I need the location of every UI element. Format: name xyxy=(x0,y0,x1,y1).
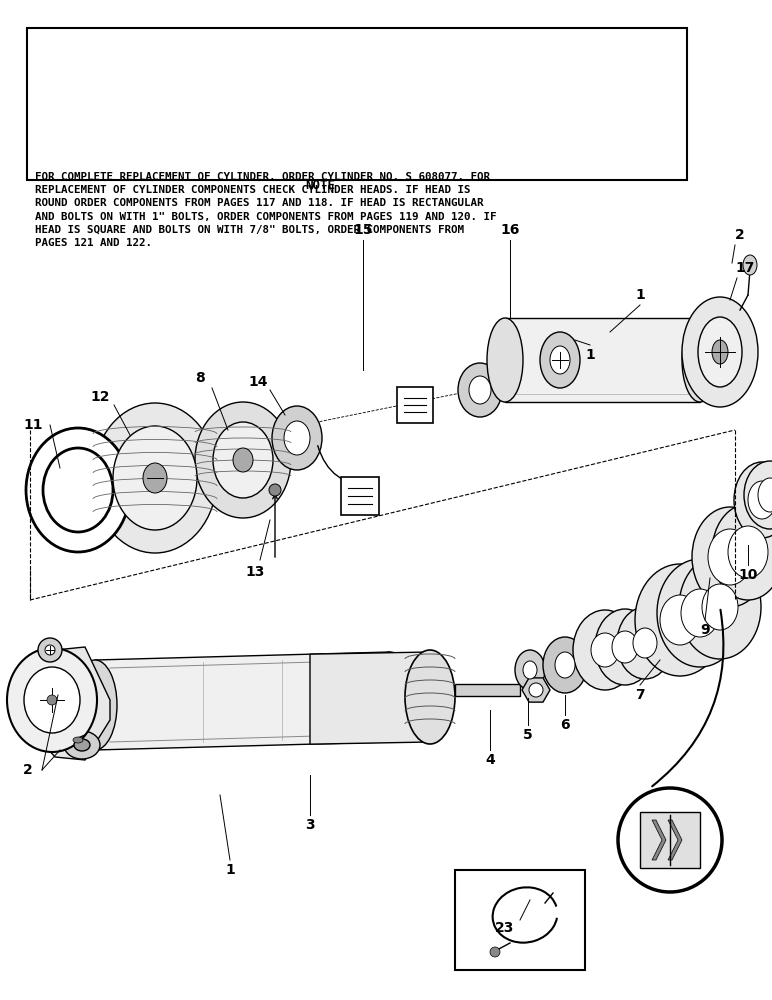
Ellipse shape xyxy=(74,739,90,751)
Bar xyxy=(397,387,433,423)
Ellipse shape xyxy=(657,559,743,667)
Ellipse shape xyxy=(635,564,725,676)
Ellipse shape xyxy=(487,318,523,402)
Ellipse shape xyxy=(734,462,772,538)
Ellipse shape xyxy=(490,947,500,957)
Ellipse shape xyxy=(591,633,619,667)
Ellipse shape xyxy=(595,609,655,685)
Ellipse shape xyxy=(195,402,291,518)
Ellipse shape xyxy=(682,318,718,402)
Ellipse shape xyxy=(272,406,322,470)
Polygon shape xyxy=(652,820,666,860)
Ellipse shape xyxy=(515,650,545,690)
Ellipse shape xyxy=(143,463,167,493)
Ellipse shape xyxy=(523,661,537,679)
Ellipse shape xyxy=(748,481,772,519)
FancyArrowPatch shape xyxy=(652,610,723,786)
Text: FOR COMPLETE REPLACEMENT OF CYLINDER, ORDER CYLINDER NO. S 608077. FOR
REPLACEME: FOR COMPLETE REPLACEMENT OF CYLINDER, OR… xyxy=(35,172,496,248)
Polygon shape xyxy=(505,318,700,402)
Bar xyxy=(27,28,687,180)
Ellipse shape xyxy=(45,645,55,655)
Ellipse shape xyxy=(543,637,587,693)
Bar xyxy=(455,684,520,696)
Text: 1: 1 xyxy=(585,348,595,362)
Ellipse shape xyxy=(93,403,217,553)
Ellipse shape xyxy=(555,652,575,678)
Text: 10: 10 xyxy=(738,568,757,582)
Ellipse shape xyxy=(43,448,113,532)
Ellipse shape xyxy=(618,788,722,892)
Ellipse shape xyxy=(26,428,130,552)
Text: 13: 13 xyxy=(245,565,265,579)
Ellipse shape xyxy=(702,584,738,630)
Ellipse shape xyxy=(692,507,768,607)
Ellipse shape xyxy=(660,595,700,645)
Text: 4: 4 xyxy=(485,753,495,767)
Ellipse shape xyxy=(573,610,637,690)
Text: NOTE: NOTE xyxy=(305,179,335,192)
Text: 2: 2 xyxy=(23,763,33,777)
Ellipse shape xyxy=(469,376,491,404)
Text: 1: 1 xyxy=(635,288,645,302)
Ellipse shape xyxy=(368,652,412,742)
FancyArrowPatch shape xyxy=(318,446,372,486)
Polygon shape xyxy=(95,652,390,750)
Ellipse shape xyxy=(728,526,768,578)
Text: 5: 5 xyxy=(523,728,533,742)
Polygon shape xyxy=(522,678,550,702)
Bar xyxy=(455,870,585,970)
Ellipse shape xyxy=(743,255,757,275)
Ellipse shape xyxy=(712,340,728,364)
Ellipse shape xyxy=(405,650,455,744)
Ellipse shape xyxy=(47,695,57,705)
Ellipse shape xyxy=(698,317,742,387)
Text: 1: 1 xyxy=(225,863,235,877)
Bar xyxy=(341,477,379,515)
Text: 11: 11 xyxy=(23,418,42,432)
Text: 8: 8 xyxy=(195,371,205,385)
Ellipse shape xyxy=(712,504,772,600)
Ellipse shape xyxy=(7,648,97,752)
Ellipse shape xyxy=(284,421,310,455)
Ellipse shape xyxy=(73,737,83,743)
Ellipse shape xyxy=(633,628,657,658)
Polygon shape xyxy=(668,820,682,860)
Ellipse shape xyxy=(744,461,772,529)
Ellipse shape xyxy=(681,589,719,637)
Ellipse shape xyxy=(269,484,281,496)
Ellipse shape xyxy=(612,631,638,663)
Polygon shape xyxy=(38,647,110,760)
Ellipse shape xyxy=(679,555,761,659)
Text: 15: 15 xyxy=(354,223,373,237)
Text: 17: 17 xyxy=(735,261,755,275)
Ellipse shape xyxy=(458,363,502,417)
Bar xyxy=(640,812,700,868)
Ellipse shape xyxy=(617,607,673,679)
Ellipse shape xyxy=(550,346,570,374)
Ellipse shape xyxy=(113,426,197,530)
Ellipse shape xyxy=(540,332,580,388)
Text: 12: 12 xyxy=(90,390,110,404)
Ellipse shape xyxy=(73,660,117,750)
Text: 6: 6 xyxy=(560,718,570,732)
Ellipse shape xyxy=(758,478,772,512)
Text: 23: 23 xyxy=(496,921,515,935)
Text: 9: 9 xyxy=(700,623,709,637)
Text: 14: 14 xyxy=(249,375,268,389)
Text: 3: 3 xyxy=(305,818,315,832)
Ellipse shape xyxy=(213,422,273,498)
Polygon shape xyxy=(310,652,430,744)
Ellipse shape xyxy=(529,683,543,697)
Ellipse shape xyxy=(64,731,100,759)
Text: 2: 2 xyxy=(735,228,745,242)
Ellipse shape xyxy=(233,448,253,472)
Text: 16: 16 xyxy=(500,223,520,237)
Text: 7: 7 xyxy=(635,688,645,702)
Ellipse shape xyxy=(682,297,758,407)
Ellipse shape xyxy=(38,638,62,662)
Ellipse shape xyxy=(24,667,80,733)
Ellipse shape xyxy=(708,529,752,585)
